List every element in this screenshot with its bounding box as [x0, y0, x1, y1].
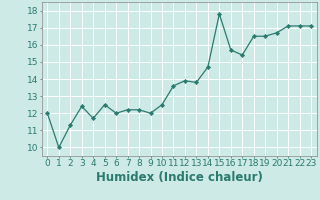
X-axis label: Humidex (Indice chaleur): Humidex (Indice chaleur)	[96, 171, 263, 184]
